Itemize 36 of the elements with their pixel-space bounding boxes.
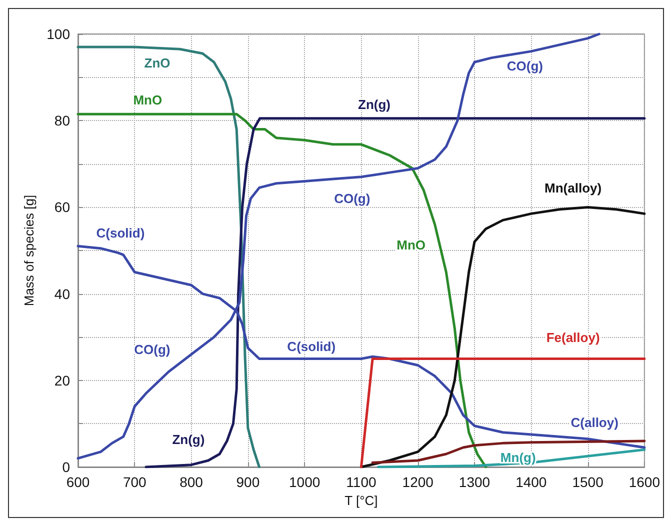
x-tick-label: 600 [66, 474, 90, 490]
y-tick-label: 60 [54, 199, 70, 216]
x-tick-label: 1600 [628, 474, 660, 490]
annotation: Zn(g) [358, 97, 390, 112]
line-series [360, 206, 646, 468]
annotation: CO(g) [506, 58, 543, 74]
x-tick-label: 1400 [516, 474, 547, 490]
x-tick-label: 800 [180, 474, 204, 490]
y-axis-title: Mass of species [g] [22, 194, 37, 306]
x-tick-label: 900 [236, 474, 260, 490]
y-tick-label: 0 [62, 459, 70, 475]
annotation: C(alloy) [570, 414, 618, 430]
annotation: MnO [396, 237, 426, 252]
x-tick-label: 1000 [288, 474, 320, 490]
annotation: C(solid) [287, 339, 336, 354]
annotation: Mn(alloy) [544, 180, 602, 196]
annotation: CO(g) [334, 191, 370, 206]
line-series [376, 448, 646, 468]
line-series [76, 112, 488, 468]
x-tick-label: 1300 [458, 474, 490, 490]
annotation: C(solid) [96, 226, 145, 241]
x-axis-title: T [°C] [344, 492, 378, 508]
annotation: ZnO [144, 56, 170, 71]
x-tick-label: 1500 [572, 474, 604, 490]
y-tick-label: 100 [46, 26, 70, 42]
x-tick-label: 1100 [346, 474, 376, 490]
x-tick-label: 700 [122, 474, 147, 490]
y-tick-label: 40 [54, 286, 70, 302]
annotation: Zn(g) [172, 432, 205, 447]
annotation: CO(g) [134, 342, 170, 358]
line-series [371, 440, 646, 464]
annotation: Fe(alloy) [546, 330, 600, 346]
annotation: MnO [133, 92, 162, 108]
x-tick-label: 1200 [402, 474, 434, 490]
y-tick-label: 20 [54, 372, 70, 388]
y-tick-label: 80 [54, 112, 70, 129]
